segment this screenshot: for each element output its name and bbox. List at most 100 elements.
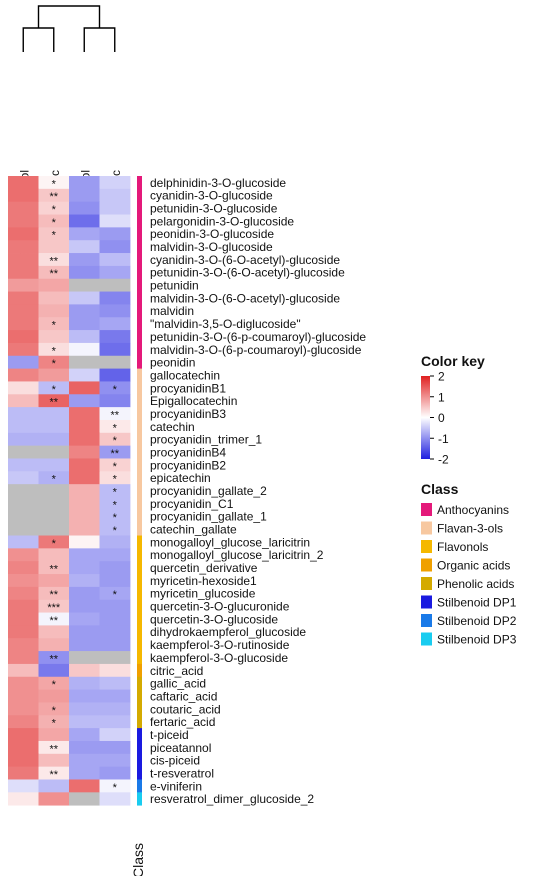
heatmap-cell [8, 779, 39, 793]
heatmap-cell [99, 458, 131, 472]
heatmap-cell [8, 265, 39, 280]
class-legend-label: Stilbenoid DP1 [437, 596, 517, 610]
heatmap-cell [99, 702, 131, 716]
heatmap-cell [38, 342, 70, 357]
heatmap-cell [69, 484, 100, 498]
heatmap-cell [8, 663, 39, 678]
color-key-ticks: 2 1 0 -1 -2 [430, 370, 449, 467]
class-bar-segment [137, 394, 142, 408]
heatmap-cell [38, 419, 70, 434]
heatmap-cell [8, 278, 39, 292]
class-bar-segment [137, 291, 142, 305]
class-bar-segment [137, 509, 142, 524]
heatmap-cell [8, 445, 39, 459]
heatmap-cell [69, 728, 100, 742]
dendrogram-branch [22, 27, 55, 52]
heatmap-cell [99, 792, 131, 806]
heatmap-cell [8, 497, 39, 511]
class-bar-segment [137, 779, 142, 793]
row-label: malvidin-3-O-(6-p-coumaroyl)-glucoside [150, 343, 362, 357]
heatmap-cell [38, 509, 70, 524]
class-legend-label: Stilbenoid DP3 [437, 633, 517, 647]
row-label: dihydrokaempferol_glucoside [150, 625, 306, 639]
row-label: catechin_gallate [150, 523, 237, 537]
class-bar-segment [137, 407, 142, 421]
heatmap-cell [8, 753, 39, 768]
heatmap-cell [69, 240, 100, 254]
heatmap-cell [38, 548, 70, 562]
heatmap-cell [69, 291, 100, 305]
heatmap-cell [69, 702, 100, 716]
class-bar-segment [137, 663, 142, 678]
class-bar-segment [137, 612, 142, 626]
heatmap-cell [8, 176, 39, 190]
heatmap-cell [99, 715, 131, 729]
heatmap-cell [99, 753, 131, 768]
row-label: quercetin_derivative [150, 561, 258, 575]
class-bar-segment [137, 689, 142, 703]
heatmap-cell [69, 176, 100, 190]
heatmap-cell [69, 676, 100, 690]
row-label: petunidin [150, 279, 199, 293]
heatmap-cell [38, 779, 70, 793]
heatmap-cell [69, 715, 100, 729]
heatmap-cell [8, 651, 39, 665]
class-legend-label: Anthocyanins [437, 503, 509, 517]
row-label: quercetin-3-O-glucoside [150, 612, 278, 626]
class-legend: Class Anthocyanins Flavan-3-ols Flavonols O… [421, 481, 517, 647]
class-legend-swatch [421, 540, 432, 553]
class-legend-label: Flavonols [437, 540, 488, 554]
row-label: myricetin_glucoside [150, 587, 256, 601]
significance-mark: ** [49, 615, 58, 627]
class-legend-swatch [421, 632, 432, 646]
class-bar-segment [137, 330, 142, 344]
row-label: e-viniferin [150, 779, 202, 793]
heatmap-cell [8, 355, 39, 369]
row-label: resveratrol_dimer_glucoside_2 [150, 792, 314, 806]
heatmap-cell [38, 715, 70, 729]
heatmap-cell [38, 317, 70, 331]
significance-mark: * [113, 461, 118, 473]
class-bar-segment [137, 753, 142, 768]
row-label: pelargonidin-3-O-glucoside [150, 214, 294, 228]
heatmap-cell [8, 253, 39, 267]
heatmap-cell [69, 458, 100, 472]
class-bar-segment [137, 419, 142, 434]
heatmap-cell [8, 368, 39, 382]
heatmap-cell [8, 330, 39, 344]
color-key-tick-label: -1 [438, 432, 449, 446]
heatmap-cell [99, 330, 131, 344]
heatmap-cell [99, 599, 131, 613]
heatmap-cell [69, 509, 100, 524]
class-bar-segment [137, 586, 142, 601]
significance-mark: * [113, 589, 118, 601]
row-label: petunidin-3-O-(6-O-acetyl)-glucoside [150, 266, 345, 280]
row-label: peonidin [150, 356, 195, 370]
heatmap-cell [99, 766, 131, 780]
heatmap-cell [8, 612, 39, 626]
heatmap-cell [8, 766, 39, 780]
significance-mark: * [113, 384, 118, 396]
heatmap-cell [69, 342, 100, 357]
heatmap-cell [8, 342, 39, 357]
heatmap-cell [99, 497, 131, 511]
heatmap-cell [69, 201, 100, 215]
class-bar-segment [137, 253, 142, 267]
heatmap-cell [8, 728, 39, 742]
significance-mark: ** [49, 589, 58, 601]
significance-mark: * [52, 204, 57, 216]
heatmap-cell [99, 651, 131, 665]
heatmap-cell [99, 484, 131, 498]
class-bar-segment [137, 766, 142, 780]
color-key-tick-label: 2 [438, 370, 445, 384]
class-bar-segment [137, 381, 142, 395]
row-label: peonidin-3-O-glucoside [150, 227, 274, 241]
class-bar-segment [137, 188, 142, 203]
row-label: Epigallocatechin [150, 394, 237, 408]
class-bar-segment [137, 702, 142, 716]
row-labels: delphinidin-3-O-glucosidecyanidin-3-O-gl… [150, 176, 366, 806]
heatmap-cell [8, 394, 39, 408]
heatmap-cell [69, 522, 100, 536]
column-dendrogram [22, 5, 116, 52]
